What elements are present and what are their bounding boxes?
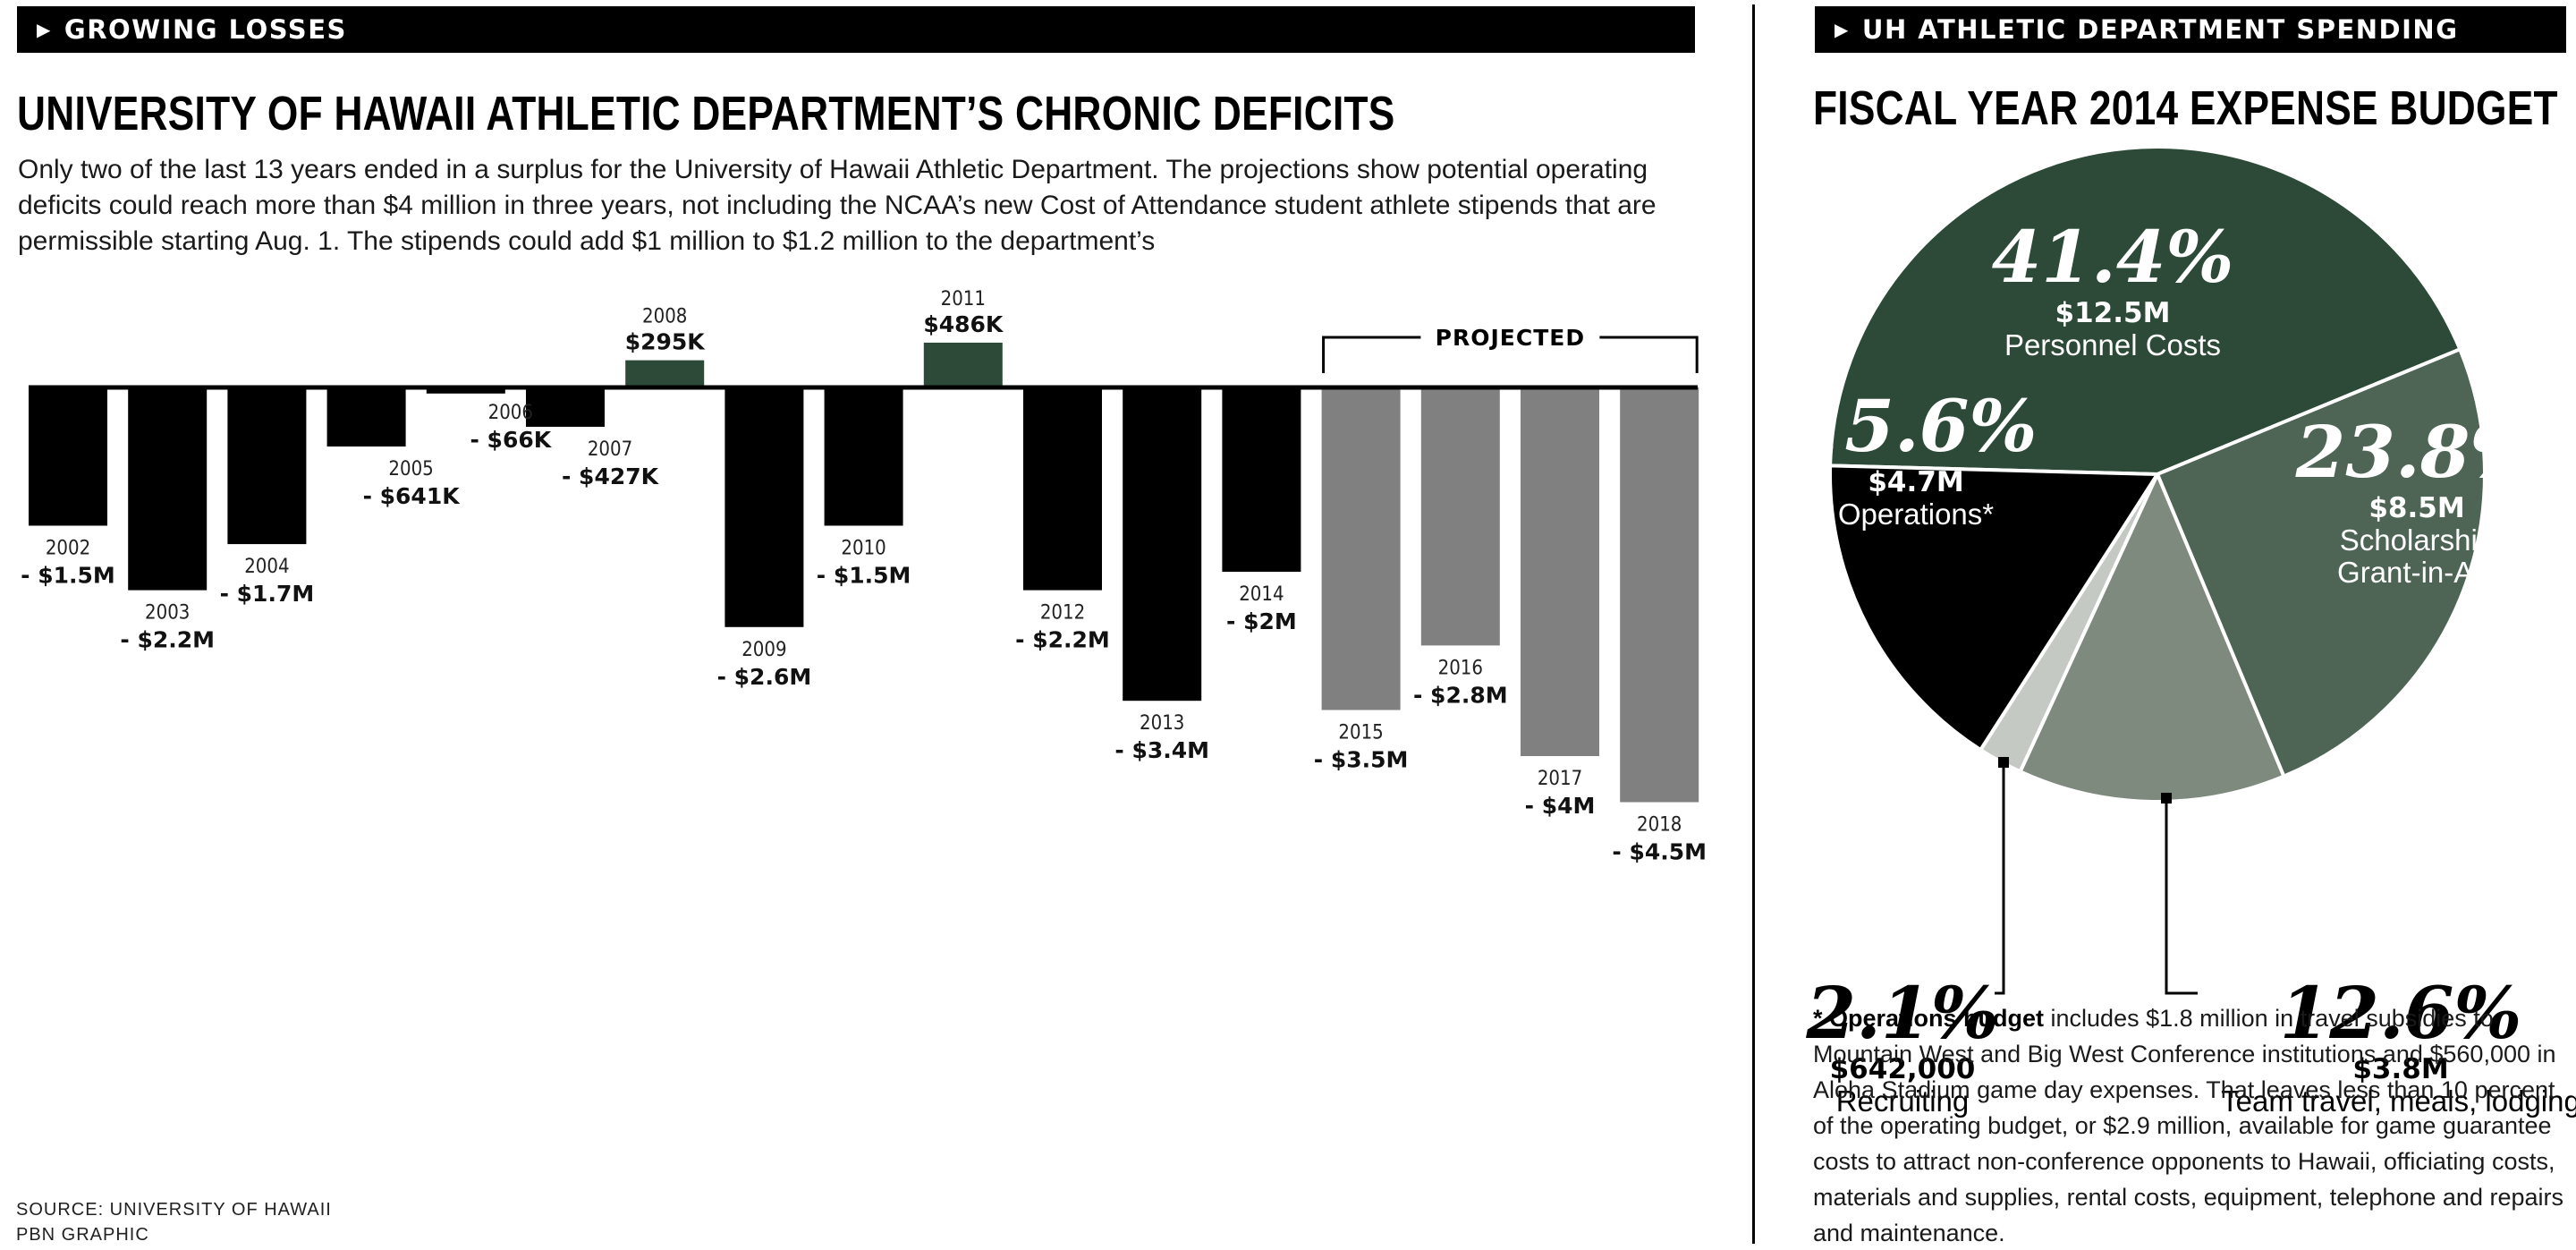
- source-credit: SOURCE: UNIVERSITY OF HAWAII PBN GRAPHIC: [16, 1197, 332, 1247]
- slice-percent: 2.1%: [1805, 971, 1998, 1055]
- value-label: - $1.7M: [220, 581, 315, 607]
- year-label: 2018: [1637, 814, 1682, 837]
- slice-label: Personnel Costs: [2004, 328, 2221, 361]
- value-label: - $4.5M: [1612, 839, 1707, 865]
- value-label: $486K: [923, 311, 1004, 337]
- bar-2006: [426, 387, 505, 394]
- slice-percent: 23.8%: [2295, 410, 2538, 494]
- year-label: 2014: [1239, 583, 1284, 606]
- panel-divider: [1752, 4, 1755, 1244]
- bar-2018: [1620, 387, 1699, 803]
- banner-label: UH ATHLETIC DEPARTMENT SPENDING: [1861, 14, 2459, 45]
- value-label: - $2.2M: [1015, 627, 1110, 653]
- bar-2015: [1321, 387, 1401, 710]
- year-label: 2015: [1338, 722, 1383, 744]
- footnote-body: includes $1.8 million in travel subsidie…: [1813, 1005, 2563, 1246]
- slice-amount: $8.5M: [2368, 492, 2464, 524]
- footnote-bold-lead: * Operations budget: [1813, 1005, 2045, 1032]
- value-label: - $641K: [363, 483, 462, 509]
- year-label: 2003: [145, 602, 190, 625]
- bar-2016: [1420, 387, 1500, 646]
- value-label: - $3.4M: [1114, 737, 1209, 763]
- source-line: SOURCE: UNIVERSITY OF HAWAII: [16, 1200, 332, 1220]
- projected-label: PROJECTED: [1436, 325, 1585, 351]
- value-label: - $1.5M: [21, 563, 115, 589]
- slice-amount: $3.8M: [2352, 1053, 2448, 1085]
- year-label: 2013: [1140, 712, 1184, 735]
- year-label: 2007: [588, 438, 632, 461]
- pie-headline: FISCAL YEAR 2014 EXPENSE BUDGET: [1813, 81, 2558, 135]
- triangle-icon: ▶: [1835, 19, 1850, 40]
- value-label: - $1.5M: [817, 563, 911, 589]
- slice-label: Scholarship: [2340, 523, 2494, 557]
- value-label: - $66K: [470, 427, 552, 453]
- projected-bracket: PROJECTED: [1322, 325, 1699, 373]
- year-label: 2012: [1040, 602, 1085, 625]
- year-label: 2011: [941, 288, 986, 310]
- leader-lines: [1995, 757, 2198, 995]
- year-label: 2005: [388, 458, 433, 480]
- value-label: - $427K: [562, 463, 660, 489]
- value-label: - $2M: [1226, 608, 1297, 634]
- slice-percent: 15.6%: [1795, 384, 2038, 468]
- banner-label: GROWING LOSSES: [64, 14, 347, 45]
- value-label: $295K: [625, 329, 707, 355]
- slice-label: Recruiting: [1836, 1084, 1970, 1118]
- bar-2013: [1123, 387, 1202, 702]
- bar-2009: [724, 387, 804, 627]
- section-banner-growing-losses: ▶ GROWING LOSSES: [17, 6, 1695, 53]
- slice-percent: 41.4%: [1992, 215, 2234, 299]
- bar-2014: [1222, 387, 1301, 572]
- section-banner-spending: ▶ UH ATHLETIC DEPARTMENT SPENDING: [1815, 6, 2566, 53]
- triangle-icon: ▶: [37, 19, 52, 40]
- year-label: 2017: [1538, 768, 1582, 790]
- bar-2017: [1521, 387, 1599, 756]
- value-label: - $2.2M: [120, 627, 215, 653]
- slice-amount: $12.5M: [2055, 297, 2171, 329]
- slice-label: Grant-in-Aid: [2337, 556, 2496, 589]
- pie-slice-1: [1828, 145, 2462, 476]
- bar-2007: [526, 387, 605, 427]
- bar-2010: [824, 387, 903, 526]
- pie-slice-5: [1828, 463, 2159, 753]
- value-label: - $3.5M: [1314, 747, 1409, 773]
- operations-footnote: * Operations budget includes $1.8 millio…: [1813, 1000, 2564, 1250]
- chart-headline: UNIVERSITY OF HAWAII ATHLETIC DEPARTMENT…: [17, 87, 1395, 140]
- slice-label: Operations*: [1838, 497, 1994, 531]
- bar-2011: [923, 342, 1003, 387]
- value-label: - $2.6M: [717, 664, 812, 690]
- value-label: - $4M: [1525, 793, 1596, 819]
- intro-paragraph: Only two of the last 13 years ended in a…: [18, 155, 1657, 256]
- year-label: 2009: [741, 639, 786, 661]
- slice-amount: $4.7M: [1868, 466, 1963, 498]
- slice-amount: $642,000: [1830, 1053, 1976, 1085]
- slice-percent: 12.6%: [2280, 971, 2522, 1055]
- bar-2004: [227, 387, 307, 545]
- year-label: 2004: [244, 556, 289, 578]
- bar-2012: [1023, 387, 1102, 591]
- bar-2008: [625, 360, 705, 387]
- year-label: 2016: [1438, 657, 1483, 679]
- bar-2003: [128, 387, 208, 591]
- year-label: 2006: [488, 402, 533, 424]
- year-label: 2008: [642, 306, 687, 328]
- bar-2002: [29, 387, 107, 526]
- graphic-credit-line: PBN GRAPHIC: [16, 1225, 149, 1245]
- year-label: 2002: [46, 538, 90, 560]
- slice-label: Team travel, meals, lodging: [2221, 1084, 2576, 1118]
- bar-2005: [326, 387, 406, 447]
- pie-slice-3: [2018, 472, 2286, 804]
- value-label: - $2.8M: [1413, 682, 1508, 708]
- year-label: 2010: [841, 538, 886, 560]
